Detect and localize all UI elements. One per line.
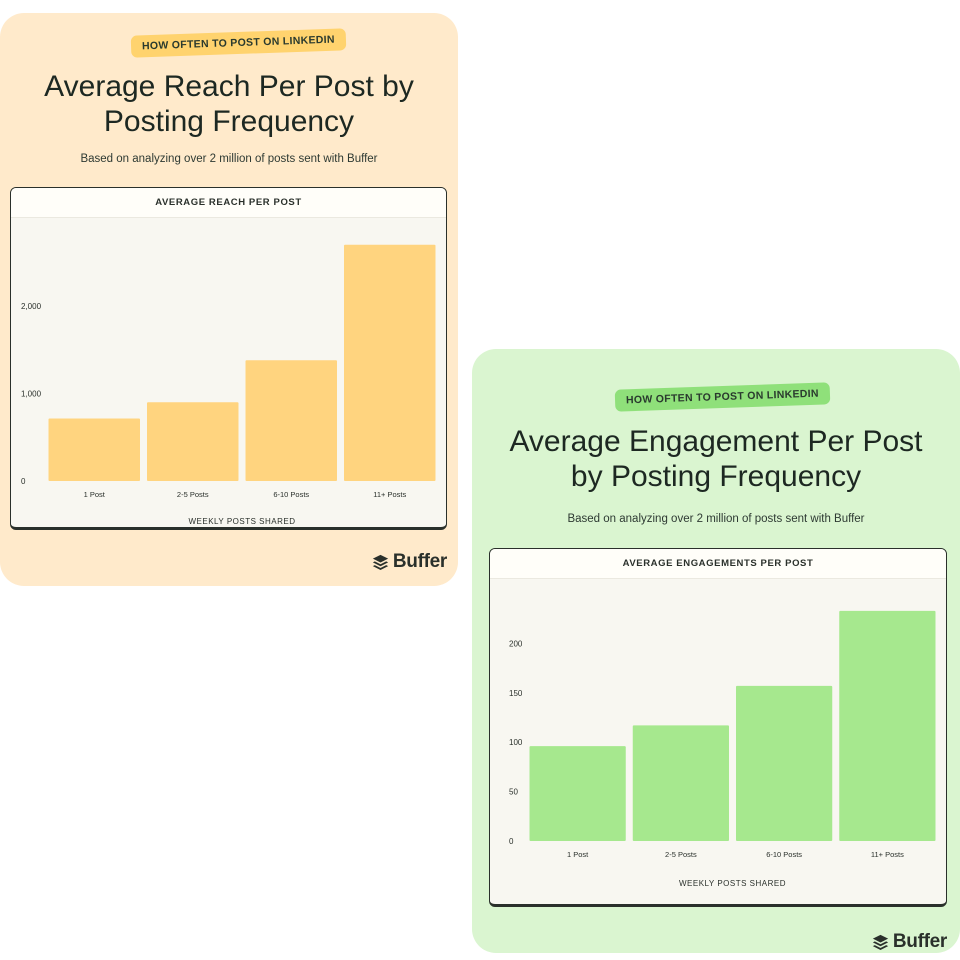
y-tick-label: 0: [509, 837, 514, 846]
y-tick-label: 100: [509, 738, 523, 747]
reach-bar-chart: 0 1,000 2,000 1 Post 2-5 Posts 6-10 Posts 11+ …: [21, 244, 436, 526]
chart-panel: AVERAGE REACH PER POST 0 1,000 2,000 1 Post…: [10, 187, 447, 530]
topic-tag: HOW OFTEN TO POST ON LINKEDIN: [130, 28, 347, 58]
x-tick-label: 11+ Posts: [871, 850, 904, 859]
chart-title: AVERAGE REACH PER POST: [11, 188, 446, 218]
x-tick-label: 11+ Posts: [373, 490, 406, 499]
x-tick-label: 6-10 Posts: [766, 850, 802, 859]
card-title: Average Reach Per Post by Posting Freque…: [0, 69, 458, 139]
buffer-logo: Buffer: [872, 931, 947, 953]
x-axis-title: WEEKLY POSTS SHARED: [679, 879, 786, 888]
y-tick-label: 0: [21, 477, 26, 486]
x-tick-label: 1 Post: [567, 850, 589, 859]
y-tick-label: 200: [509, 639, 523, 648]
chart-title: AVERAGE ENGAGEMENTS PER POST: [490, 549, 946, 579]
buffer-logo: Buffer: [372, 551, 447, 573]
bar-6-10-posts: [245, 360, 337, 481]
bar-11-posts: [344, 244, 436, 481]
y-tick-label: 150: [509, 689, 523, 698]
buffer-stack-icon: [372, 554, 388, 570]
topic-tag: HOW OFTEN TO POST ON LINKEDIN: [614, 382, 831, 412]
x-axis-title: WEEKLY POSTS SHARED: [188, 517, 295, 526]
card-subtitle: Based on analyzing over 2 million of pos…: [567, 513, 865, 525]
title-line-2: by Posting Frequency: [570, 460, 862, 493]
x-tick-label: 6-10 Posts: [273, 490, 309, 499]
brand-name: Buffer: [892, 931, 947, 952]
bar-11-posts: [839, 610, 936, 841]
x-tick-label: 1 Post: [84, 490, 106, 499]
brand-name: Buffer: [392, 551, 447, 572]
y-tick-label: 50: [509, 788, 518, 797]
card-subtitle: Based on analyzing over 2 million of pos…: [80, 153, 378, 165]
x-tick-label: 2-5 Posts: [665, 850, 697, 859]
bar-2-5-posts: [632, 725, 729, 841]
bar-1-post: [48, 418, 140, 481]
title-line-1: Average Engagement Per Post: [509, 425, 923, 458]
chart-panel: AVERAGE ENGAGEMENTS PER POST 0 50 100 150 20…: [489, 548, 947, 907]
bar-2-5-posts: [147, 402, 239, 481]
title-line-2: Posting Frequency: [103, 105, 355, 138]
y-tick-label: 2,000: [21, 302, 42, 311]
x-tick-label: 2-5 Posts: [177, 490, 209, 499]
card-title: Average Engagement Per Post by Posting F…: [472, 424, 960, 494]
bar-1-post: [529, 746, 626, 841]
reach-card: HOW OFTEN TO POST ON LINKEDIN Average Re…: [0, 13, 458, 586]
bar-6-10-posts: [736, 685, 833, 841]
y-tick-label: 1,000: [21, 390, 42, 399]
engagement-card: HOW OFTEN TO POST ON LINKEDIN Average En…: [472, 349, 960, 953]
buffer-stack-icon: [872, 934, 888, 950]
engagement-bar-chart: 0 50 100 150 200 1 Post 2-5 Posts 6-10 Posts 11+…: [509, 610, 936, 888]
title-line-1: Average Reach Per Post by: [44, 70, 414, 103]
